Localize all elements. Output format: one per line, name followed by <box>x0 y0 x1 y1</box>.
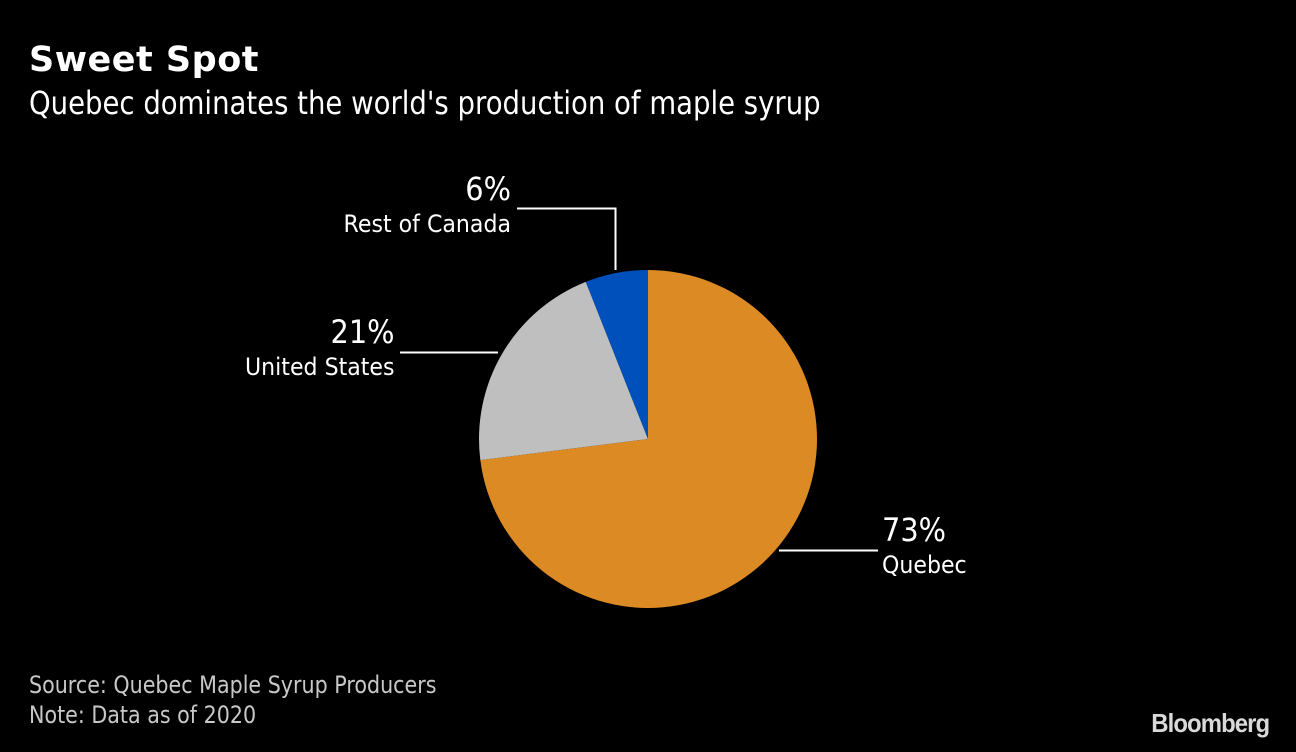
pie-slice-quebec <box>480 270 817 608</box>
leader-line-rest-of-canada <box>517 207 617 270</box>
chart-subtitle: Quebec dominates the world's production … <box>29 84 821 122</box>
pie-slice-united-states <box>478 281 648 461</box>
bloomberg-logo: Bloomberg <box>1151 708 1270 738</box>
data-note: Note: Data as of 2020 <box>29 701 257 729</box>
label-rest-of-canada: 6% Rest of Canada <box>329 170 511 238</box>
label-rest-of-canada-value: 6% <box>465 170 511 208</box>
label-quebec-name: Quebec <box>882 551 967 579</box>
leader-lines <box>400 207 878 552</box>
chart-title: Sweet Spot <box>29 40 259 80</box>
pie-slice-rest-of-canada <box>585 270 648 439</box>
source-note: Source: Quebec Maple Syrup Producers <box>29 671 437 699</box>
label-united-states-name: United States <box>245 353 395 381</box>
pie-slices <box>478 270 817 608</box>
label-united-states: 21% United States <box>232 313 395 381</box>
label-rest-of-canada-name: Rest of Canada <box>343 210 511 238</box>
label-quebec-value: 73% <box>882 511 947 549</box>
label-united-states-value: 21% <box>330 313 395 351</box>
label-quebec: 73% Quebec <box>882 511 974 579</box>
